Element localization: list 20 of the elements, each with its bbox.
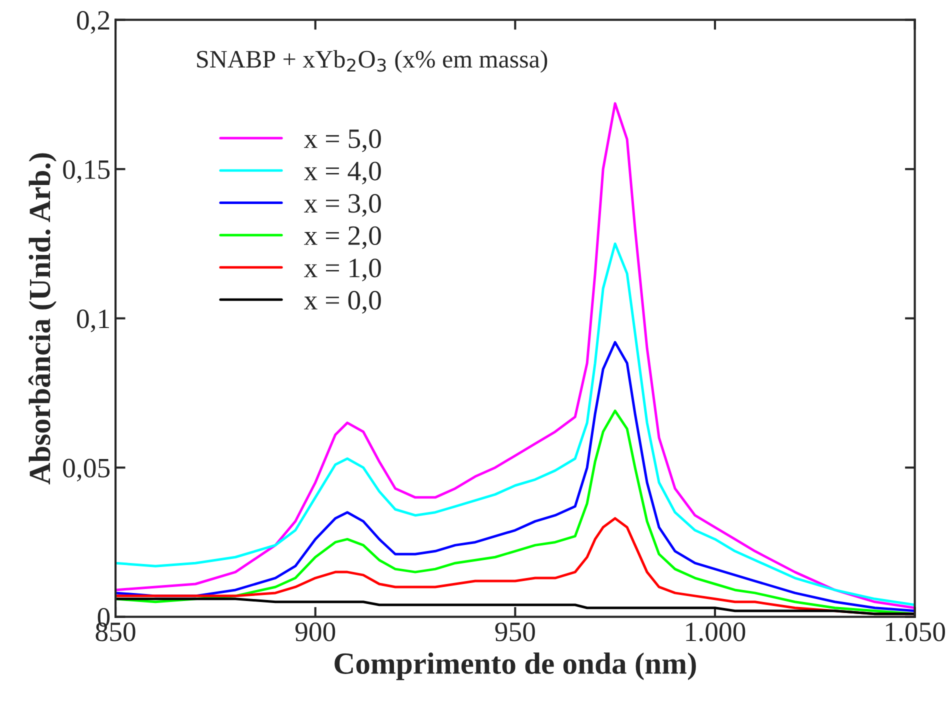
y-tick-label: 0,15 (63, 160, 110, 184)
legend-label: x = 1,0 (304, 258, 381, 282)
x-axis-title: Comprimento de onda (nm) (334, 652, 696, 680)
y-tick-label: 0,05 (63, 458, 110, 482)
x-tick-label: 900 (295, 622, 336, 642)
legend-label: x = 4,0 (304, 162, 381, 184)
annotation: SNABP + xYb$_{2}$O$_{3}$ (x% em massa) (197, 50, 548, 73)
x-tick-label: 1.000 (686, 622, 746, 642)
legend-label: x = 5,0 (304, 129, 381, 152)
x-tick-label: 950 (495, 622, 535, 642)
x-tick-label: 1.050 (886, 622, 945, 642)
legend-label: x = 2,0 (304, 226, 381, 250)
y-tick-label: 0,1 (77, 310, 110, 332)
y-axis-title: Absorbância (Unid. Arb.) (28, 153, 57, 484)
legend-label: x = 0,0 (304, 290, 381, 314)
y-tick-label: 0,2 (77, 11, 110, 34)
legend-label: x = 3,0 (304, 194, 381, 217)
line-series (116, 598, 915, 616)
line-series (116, 102, 915, 610)
line-series (116, 340, 915, 612)
